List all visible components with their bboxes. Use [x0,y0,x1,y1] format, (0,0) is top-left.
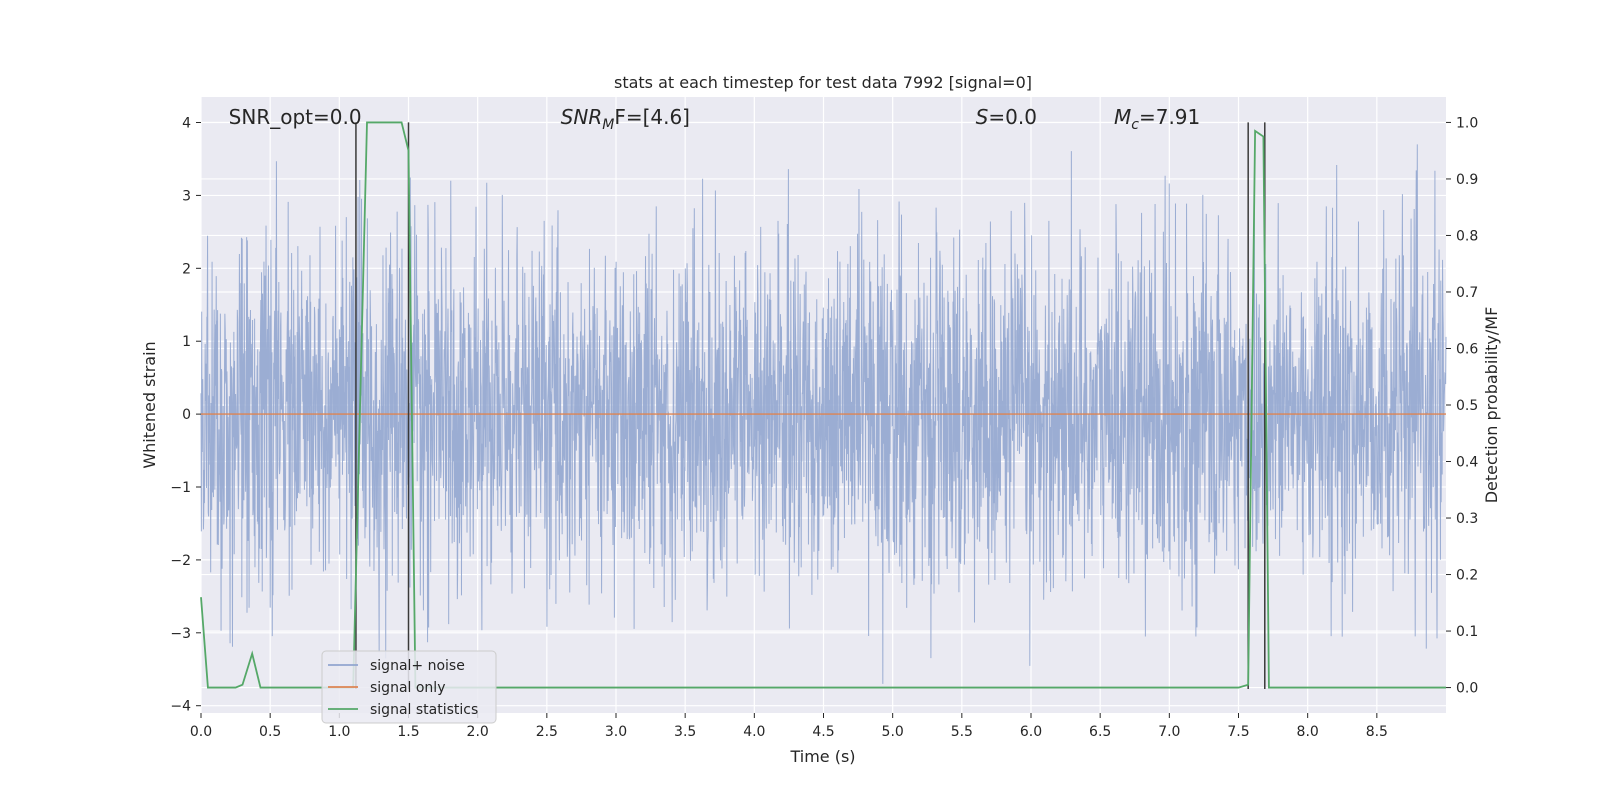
x-tick-label: 0.0 [190,724,212,740]
annotation-s-stat: S=0.0 [976,105,1037,129]
x-tick-label: 8.5 [1366,724,1388,740]
y-right-tick-label: 0.5 [1456,398,1478,414]
x-tick-label: 8.0 [1297,724,1319,740]
annotation-symbol: M [1114,105,1131,129]
y-right-tick-label: 0.1 [1456,624,1478,640]
y-right-tick-label: 1.0 [1456,115,1478,131]
y-right-tick-label: 0.8 [1456,228,1478,244]
annotation-subscript: M [602,117,614,133]
legend-label: signal statistics [370,702,478,718]
legend-box [321,650,497,724]
y-axis-label-left: Whitened strain [140,341,159,468]
y-left-tick-label: 1 [182,334,191,350]
y-right-tick-label: 0.0 [1456,681,1478,697]
annotation-symbol: SNR [561,105,603,129]
annotations: SNR_opt=0.0 SNRMF=[4.6] S=0.0 Mc=7.91 [229,105,1201,133]
x-tick-label: 4.0 [743,724,765,740]
x-tick-label: 7.5 [1227,724,1249,740]
y-right-tick-label: 0.7 [1456,285,1478,301]
y-axis-label-right: Detection probability/MF [1482,307,1501,504]
x-tick-label: 1.5 [397,724,419,740]
x-tick-label: 6.5 [1089,724,1111,740]
y-left-tick-label: −1 [170,480,191,496]
annotation-value: =7.91 [1139,105,1200,129]
annotation-symbol: S [976,105,989,129]
x-tick-label: 6.0 [1020,724,1042,740]
x-tick-label: 3.5 [674,724,696,740]
annotation-subscript: c [1131,117,1139,133]
annotation-mc: Mc=7.91 [1114,105,1200,133]
y-left-tick-label: 3 [182,188,191,204]
y-left-tick-label: 0 [182,407,191,423]
y-right-tick-label: 0.4 [1456,455,1478,471]
annotation-value: F=[4.6] [614,105,690,129]
y-left-tick-label: −2 [170,553,191,569]
y-right-tick-label: 0.9 [1456,172,1478,188]
annotation-snr-opt: SNR_opt=0.0 [229,105,362,129]
y-right-tick-label: 0.6 [1456,341,1478,357]
legend: signal+ noise signal only signal statistic… [321,650,497,724]
y-left-tick-label: −3 [170,626,191,642]
chart-title: stats at each timestep for test data 799… [614,73,1032,92]
x-tick-label: 4.5 [812,724,834,740]
x-tick-label: 2.0 [467,724,489,740]
legend-label: signal only [370,680,445,696]
y-left-tick-label: −4 [170,699,191,715]
annotation-snr-mf: SNRMF=[4.6] [561,105,690,133]
y-left-tick-label: 4 [182,116,191,132]
x-tick-label: 7.0 [1158,724,1180,740]
y-right-tick-label: 0.3 [1456,511,1478,527]
y-right-tick-label: 0.2 [1456,568,1478,584]
ticks: 0.0 0.5 1.0 1.5 2.0 2.5 3.0 3.5 4.0 4.5 5.0 5.5 6.0 6… [170,115,1478,740]
annotation-value: =0.0 [988,105,1037,129]
x-tick-label: 2.5 [536,724,558,740]
x-tick-label: 0.5 [259,724,281,740]
x-tick-label: 1.0 [328,724,350,740]
vertical-markers [355,122,1266,689]
legend-label: signal+ noise [370,658,465,674]
y-left-tick-label: 2 [182,261,191,277]
x-tick-label: 5.0 [882,724,904,740]
x-axis-label: Time (s) [789,747,855,766]
x-tick-label: 3.0 [605,724,627,740]
x-tick-label: 5.5 [951,724,973,740]
